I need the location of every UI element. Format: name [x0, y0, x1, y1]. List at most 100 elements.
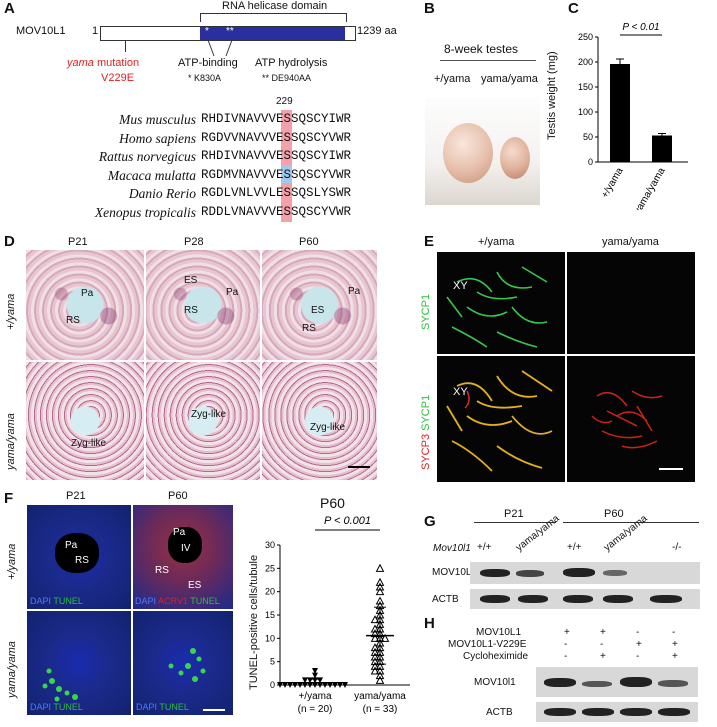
data-point: [375, 675, 385, 684]
xy-label: XY: [453, 386, 468, 398]
data-point: [375, 596, 385, 605]
histology-p60-hom: Zyg-like: [262, 362, 377, 480]
h-cell: -: [600, 639, 604, 650]
panel-label-b: B: [424, 0, 435, 17]
sequence: RGDVVNAVVVESSQSCYVWR: [201, 130, 352, 145]
g-blot-mov10l1: [470, 562, 700, 584]
h-cell: +: [564, 627, 570, 638]
data-point: [302, 677, 308, 684]
h-blot-label-1: MOV10l1: [474, 677, 516, 688]
het-testis: [443, 123, 493, 183]
histology-p21-hom: Zyg-like: [26, 362, 144, 480]
data-point: [375, 577, 385, 586]
stain-legend: DAPI TUNEL: [30, 596, 83, 606]
g-row-mov10l1: MOV10L1: [432, 567, 478, 578]
x-tick-label: +/yama: [600, 166, 626, 201]
y-tick-label: 200: [578, 57, 593, 67]
label-es: ES: [188, 580, 202, 591]
histology-p28-het: ES Pa RS: [146, 250, 260, 360]
atp-binding-mutation: * K830A: [188, 73, 222, 83]
y-tick-label: 150: [578, 82, 593, 92]
group-label: yama/yama: [354, 691, 406, 702]
tunel-scatter-plot: 0 5 10 15 20 25 30 +/yama (n = 20) yama/yama (n = …: [265, 515, 410, 715]
y-tick-label: 20: [265, 587, 275, 597]
yama-mutation-label: yama mutation: [67, 57, 140, 69]
h-row-label: Cycloheximide: [463, 651, 529, 662]
scale-bar: [348, 466, 370, 468]
data-point: [380, 633, 390, 642]
testes-label-hom: yama/yama: [481, 73, 538, 85]
d-row-hom: yama/yama: [5, 413, 17, 470]
tunel-dots: [168, 648, 206, 682]
data-point: [375, 582, 385, 591]
scale-bar: [659, 468, 683, 470]
histology-p21-het: Pa RS: [26, 250, 144, 360]
label-pa: Pa: [226, 287, 239, 298]
y-tick-label: 30: [265, 540, 275, 550]
tunel-p21-hom: DAPI TUNEL: [27, 611, 131, 715]
data-point: [375, 666, 385, 675]
label-pa: Pa: [173, 527, 186, 538]
h-condition-table: MOV10L1 + + - - MOV10L1-V229E - - + + Cy…: [448, 627, 688, 663]
testes-label-het: +/yama: [434, 73, 471, 85]
xy-label: XY: [453, 280, 468, 292]
data-point: [370, 661, 380, 670]
h-cell: +: [636, 639, 642, 650]
data-point: [375, 671, 385, 680]
h-cell: +: [600, 627, 606, 638]
f-col-p60: P60: [168, 490, 188, 502]
tunel-p60-het: Pa IV RS ES DAPI ACRV1 TUNEL: [133, 505, 233, 609]
sycp1-het: XY: [437, 252, 565, 354]
y-tick-label: 25: [265, 563, 275, 573]
domain-label: RNA helicase domain: [222, 0, 328, 12]
atp-connector-lines: [207, 39, 233, 57]
label-pa: Pa: [348, 286, 361, 297]
band: [658, 680, 688, 687]
band: [603, 570, 627, 576]
band: [518, 595, 548, 603]
data-point: [375, 661, 385, 670]
panel-label-f: F: [4, 490, 14, 507]
y-tick-label: 50: [583, 132, 593, 142]
h-cell: -: [564, 639, 568, 650]
y-tick-label: 0: [588, 157, 593, 167]
sequence: RGDLVNLVVLESSQSLYSWR: [201, 186, 352, 200]
alignment-row-1: Homo sapiens RGDVVNAVVVESSQSCYVWR: [8, 131, 388, 150]
data-point: [370, 624, 380, 633]
atp-hydrolysis-star: **: [226, 26, 234, 37]
label-zyg: Zyg-like: [191, 409, 227, 420]
yama-mutation: V229E: [101, 72, 135, 84]
g-lane-1: +/+: [477, 542, 492, 553]
y-tick-label: 250: [578, 32, 593, 42]
alignment-row-2: Rattus norvegicus RHDIVNAVVVESSQSCYIWR: [8, 149, 388, 168]
data-point: [370, 657, 380, 666]
sequence: RGDMVNAVVVESSQSCYVWR: [201, 167, 352, 182]
f-row-het: +/yama: [6, 543, 18, 580]
h-cell: +: [672, 651, 678, 662]
scatter-title: P60: [320, 495, 345, 511]
protein-name: MOV10L1: [16, 25, 66, 37]
merge-het: XY: [437, 356, 565, 482]
f-col-p21: P21: [66, 490, 86, 502]
g-lane-5: -/-: [672, 542, 682, 553]
panel-label-c: C: [568, 0, 579, 17]
label-rs: RS: [155, 565, 169, 576]
data-point: [370, 629, 380, 638]
label-rs: RS: [184, 305, 198, 316]
panel-label-d: D: [4, 233, 15, 250]
h-row-1: MOV10L1-V229E - - + +: [448, 639, 688, 651]
data-point: [332, 682, 338, 688]
chart-plot-area: 0 50 100 150 200 250 +/yama yama/yama P < 0.01: [578, 22, 688, 210]
domain-bracket: [200, 13, 347, 22]
scatter-ylabel: TUNEL-positive cells/tubule: [248, 554, 260, 690]
alignment-row-0: Mus musculus RHDIVNAVVVESSQSCYIWR: [8, 112, 388, 131]
tunel-dots: [42, 668, 78, 702]
e-col-het: +/yama: [478, 236, 515, 248]
lumen: [55, 533, 99, 573]
stain-legend: DAPI TUNEL: [30, 702, 83, 712]
panel-label-h: H: [424, 615, 435, 632]
band: [582, 708, 614, 716]
x-tick-label: yama/yama: [632, 166, 668, 210]
histology-p28-hom: Zyg-like: [146, 362, 260, 480]
merge-hom-spreads: [591, 390, 663, 449]
